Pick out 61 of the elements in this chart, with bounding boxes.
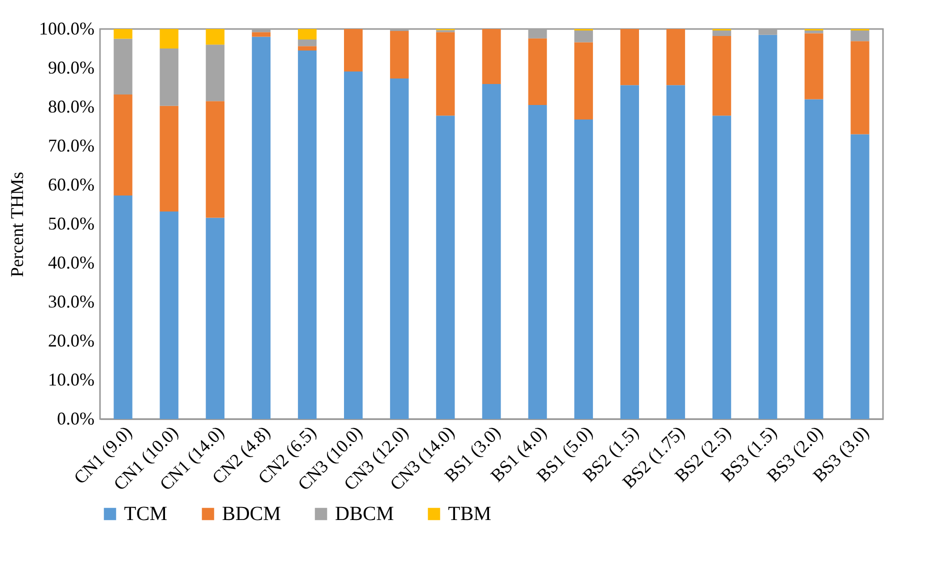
y-tick-label: 0.0% — [57, 408, 94, 428]
bar — [804, 33, 824, 100]
bar — [298, 50, 317, 419]
bar — [804, 30, 824, 34]
bar — [298, 29, 317, 40]
bar — [252, 32, 271, 37]
bar — [574, 119, 593, 419]
bar — [528, 38, 547, 106]
bar — [114, 94, 132, 196]
legend-label: DBCM — [335, 503, 394, 525]
y-axis-title: Percent THMs — [7, 172, 28, 278]
legend-label: BDCM — [222, 503, 282, 525]
bar — [620, 29, 640, 86]
bar — [390, 30, 409, 79]
legend-label: TBM — [448, 503, 492, 525]
y-tick-label: 30.0% — [48, 292, 94, 312]
bar — [252, 36, 271, 419]
y-tick-label: 90.0% — [48, 58, 94, 78]
bar — [666, 29, 686, 86]
bar — [206, 44, 224, 102]
bar — [206, 218, 224, 419]
bar — [574, 30, 593, 42]
bar — [344, 72, 363, 419]
bar — [666, 85, 686, 419]
bar — [436, 116, 455, 419]
bar — [160, 48, 178, 106]
bar — [712, 116, 732, 419]
bar — [850, 30, 870, 42]
y-tick-label: 50.0% — [48, 214, 94, 234]
bar — [160, 212, 178, 419]
y-tick-label: 10.0% — [48, 370, 94, 390]
bar — [160, 29, 178, 48]
bar — [482, 84, 501, 419]
bar — [114, 196, 132, 419]
bar — [528, 105, 547, 419]
bar — [344, 29, 363, 72]
bar — [436, 32, 455, 116]
bar — [206, 101, 224, 218]
bar — [114, 38, 132, 95]
bar — [298, 46, 317, 50]
y-tick-label: 40.0% — [48, 252, 94, 272]
bar — [850, 134, 870, 419]
y-tick-label: 70.0% — [48, 136, 94, 156]
bar — [160, 106, 178, 212]
bar — [390, 78, 409, 419]
bar — [620, 85, 640, 419]
bar — [114, 29, 132, 39]
bar — [712, 30, 732, 36]
bar — [804, 99, 824, 419]
y-tick-label: 60.0% — [48, 174, 94, 194]
y-tick-label: 100.0% — [39, 18, 94, 38]
bar — [206, 29, 224, 45]
bar — [712, 36, 732, 116]
y-tick-label: 20.0% — [48, 330, 94, 350]
bar — [482, 29, 501, 84]
y-tick-label: 80.0% — [48, 96, 94, 116]
bar — [298, 40, 317, 46]
legend-label: TCM — [124, 503, 168, 525]
bar — [850, 41, 870, 134]
bar — [758, 34, 778, 419]
bar — [574, 42, 593, 120]
